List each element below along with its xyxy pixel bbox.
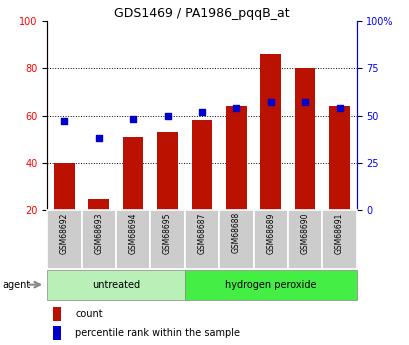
Bar bbox=[184, 270, 356, 299]
Title: GDS1469 / PA1986_pqqB_at: GDS1469 / PA1986_pqqB_at bbox=[114, 7, 289, 20]
Text: GSM68694: GSM68694 bbox=[128, 212, 137, 254]
Text: GSM68691: GSM68691 bbox=[334, 212, 343, 254]
Bar bbox=[150, 210, 184, 269]
Text: GSM68693: GSM68693 bbox=[94, 212, 103, 254]
Text: hydrogen peroxide: hydrogen peroxide bbox=[225, 280, 316, 289]
Bar bbox=[47, 270, 184, 299]
Text: GSM68695: GSM68695 bbox=[163, 212, 172, 254]
Bar bbox=[116, 210, 150, 269]
Text: percentile rank within the sample: percentile rank within the sample bbox=[75, 328, 239, 338]
Bar bbox=[123, 137, 143, 210]
Text: GSM68688: GSM68688 bbox=[231, 212, 240, 254]
Bar bbox=[47, 210, 81, 269]
Point bbox=[267, 100, 273, 105]
Text: count: count bbox=[75, 309, 102, 319]
Bar bbox=[253, 210, 287, 269]
Text: agent: agent bbox=[2, 280, 30, 289]
Bar bbox=[184, 210, 218, 269]
Bar bbox=[191, 120, 212, 210]
Bar bbox=[218, 210, 253, 269]
Bar bbox=[321, 210, 356, 269]
Bar bbox=[157, 132, 178, 210]
Bar bbox=[294, 68, 315, 210]
Point bbox=[95, 136, 102, 141]
Point bbox=[164, 113, 171, 118]
Point bbox=[130, 117, 136, 122]
Bar bbox=[260, 54, 280, 210]
Bar bbox=[81, 210, 116, 269]
Point bbox=[301, 100, 308, 105]
Bar bbox=[53, 307, 61, 321]
Point bbox=[335, 105, 342, 111]
Text: GSM68689: GSM68689 bbox=[265, 212, 274, 254]
Bar bbox=[88, 199, 109, 210]
Bar bbox=[54, 163, 74, 210]
Bar bbox=[287, 210, 321, 269]
Bar bbox=[225, 106, 246, 210]
Point bbox=[232, 105, 239, 111]
Text: GSM68687: GSM68687 bbox=[197, 212, 206, 254]
Text: GSM68690: GSM68690 bbox=[300, 212, 309, 254]
Bar bbox=[53, 326, 61, 339]
Point bbox=[61, 119, 67, 124]
Point bbox=[198, 109, 204, 115]
Bar bbox=[328, 106, 349, 210]
Text: GSM68692: GSM68692 bbox=[60, 212, 69, 254]
Text: untreated: untreated bbox=[92, 280, 139, 289]
